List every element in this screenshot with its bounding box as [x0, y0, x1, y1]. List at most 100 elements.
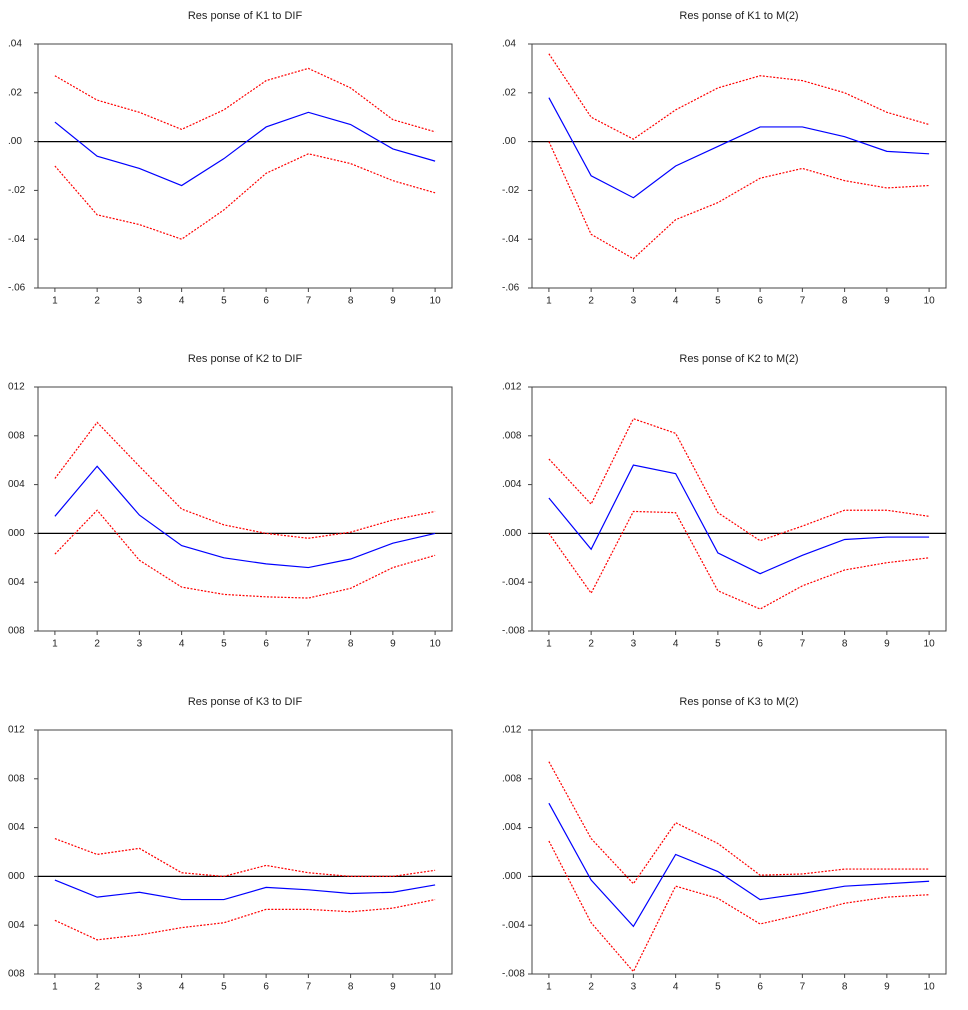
- x-tick-label: 4: [179, 296, 185, 307]
- chart-title: Res ponse of K2 to DIF: [188, 353, 303, 365]
- series-line: [548, 141, 930, 260]
- y-tick-label: .012: [502, 382, 522, 393]
- y-tick-label: -.04: [8, 234, 26, 245]
- x-tick-label: 1: [52, 296, 58, 307]
- chart-title: Res ponse of K1 to M(2): [679, 10, 798, 22]
- y-tick-label: .008: [502, 430, 522, 441]
- x-tick-label: 9: [390, 296, 396, 307]
- x-tick-label: 10: [924, 296, 936, 307]
- x-tick-label: 10: [924, 639, 936, 650]
- x-tick-label: 4: [673, 296, 679, 307]
- y-tick-label: -.004: [502, 920, 525, 931]
- y-tick-label: 000: [8, 528, 25, 539]
- y-tick-label: .00: [502, 136, 516, 147]
- x-tick-label: 2: [588, 982, 594, 993]
- x-tick-label: 3: [631, 639, 637, 650]
- y-tick-label: 008: [8, 773, 25, 784]
- x-tick-label: 6: [757, 296, 763, 307]
- x-tick-label: 6: [263, 639, 269, 650]
- series-line: [548, 464, 930, 575]
- x-tick-label: 8: [348, 296, 354, 307]
- x-tick-label: 2: [588, 296, 594, 307]
- x-tick-label: 5: [221, 296, 227, 307]
- y-tick-label: .02: [502, 87, 516, 98]
- x-tick-label: 1: [52, 982, 58, 993]
- y-tick-label: .012: [502, 725, 522, 736]
- x-tick-label: 5: [715, 982, 721, 993]
- series-line: [54, 421, 436, 539]
- x-tick-label: 1: [546, 982, 552, 993]
- y-tick-label: .04: [8, 39, 22, 50]
- x-tick-label: 8: [842, 296, 848, 307]
- chart-title: Res ponse of K2 to M(2): [679, 353, 798, 365]
- x-tick-label: 9: [884, 639, 890, 650]
- series-line: [548, 53, 930, 140]
- y-tick-label: 004: [8, 479, 25, 490]
- series-line: [54, 67, 436, 133]
- y-tick-label: 000: [8, 871, 25, 882]
- y-tick-label: -.02: [8, 185, 26, 196]
- y-tick-label: 012: [8, 725, 25, 736]
- x-tick-label: 10: [430, 982, 442, 993]
- y-tick-label: -.06: [8, 283, 26, 294]
- series-line: [54, 838, 436, 878]
- y-tick-label: .02: [8, 87, 22, 98]
- y-tick-label: -.06: [502, 283, 520, 294]
- x-tick-label: 7: [306, 296, 312, 307]
- y-tick-label: .000: [502, 528, 522, 539]
- y-tick-label: .008: [502, 773, 522, 784]
- series-line: [54, 153, 436, 240]
- x-tick-label: 7: [800, 639, 806, 650]
- chart-title: Res ponse of K3 to DIF: [188, 696, 303, 708]
- x-tick-label: 9: [884, 982, 890, 993]
- y-tick-label: -.008: [502, 969, 525, 980]
- y-tick-label: -.004: [502, 577, 525, 588]
- x-tick-label: 8: [842, 639, 848, 650]
- plot-frame: [37, 729, 453, 975]
- y-tick-label: .004: [502, 479, 522, 490]
- x-tick-label: 9: [884, 296, 890, 307]
- x-tick-label: 6: [757, 982, 763, 993]
- series-line: [548, 510, 930, 610]
- chart-title: Res ponse of K3 to M(2): [679, 696, 798, 708]
- x-tick-label: 8: [348, 639, 354, 650]
- x-tick-label: 5: [715, 639, 721, 650]
- x-tick-label: 6: [263, 982, 269, 993]
- plot-frame: [37, 386, 453, 632]
- x-tick-label: 5: [221, 639, 227, 650]
- series-line: [548, 97, 930, 199]
- x-tick-label: 6: [757, 639, 763, 650]
- series-line: [548, 802, 930, 928]
- y-tick-label: 004: [8, 577, 25, 588]
- x-tick-label: 7: [306, 982, 312, 993]
- x-tick-label: 3: [137, 982, 143, 993]
- x-tick-label: 10: [430, 639, 442, 650]
- x-tick-label: 10: [430, 296, 442, 307]
- series-line: [54, 898, 436, 941]
- plot-frame: [531, 386, 947, 632]
- x-tick-label: 9: [390, 639, 396, 650]
- x-tick-label: 1: [546, 296, 552, 307]
- plot-frame: [531, 729, 947, 975]
- chart-title: Res ponse of K1 to DIF: [188, 10, 303, 22]
- y-tick-label: .000: [502, 871, 522, 882]
- plot-frame: [37, 43, 453, 289]
- series-line: [54, 111, 436, 187]
- x-tick-label: 1: [546, 639, 552, 650]
- x-tick-label: 6: [263, 296, 269, 307]
- series-line: [548, 761, 930, 885]
- x-tick-label: 3: [631, 296, 637, 307]
- x-tick-label: 7: [306, 639, 312, 650]
- x-tick-label: 4: [673, 639, 679, 650]
- x-tick-label: 9: [390, 982, 396, 993]
- y-tick-label: -.04: [502, 234, 520, 245]
- y-tick-label: 012: [8, 382, 25, 393]
- series-line: [54, 509, 436, 599]
- x-tick-label: 2: [94, 982, 100, 993]
- x-tick-label: 7: [800, 982, 806, 993]
- x-tick-label: 8: [348, 982, 354, 993]
- x-tick-label: 5: [221, 982, 227, 993]
- x-tick-label: 2: [94, 296, 100, 307]
- x-tick-label: 7: [800, 296, 806, 307]
